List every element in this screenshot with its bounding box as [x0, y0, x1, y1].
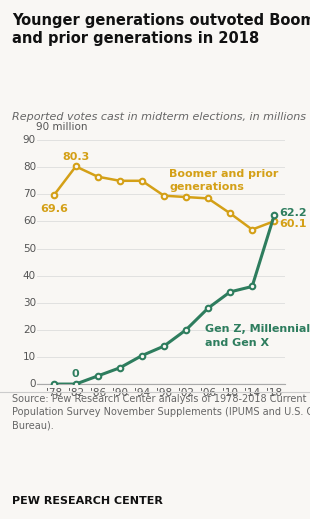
Text: 10: 10	[23, 352, 36, 362]
Text: Source: Pew Research Center analysis of 1978-2018 Current
Population Survey Nove: Source: Pew Research Center analysis of …	[12, 394, 310, 430]
Text: 20: 20	[23, 325, 36, 335]
Text: 70: 70	[23, 189, 36, 199]
Text: Reported votes cast in midterm elections, in millions: Reported votes cast in midterm elections…	[12, 112, 306, 121]
Text: 60.1: 60.1	[280, 218, 307, 228]
Text: 30: 30	[23, 298, 36, 308]
Text: 60: 60	[23, 216, 36, 226]
Text: 0: 0	[72, 368, 80, 379]
Text: 40: 40	[23, 270, 36, 281]
Text: 0: 0	[29, 379, 36, 389]
Text: 62.2: 62.2	[280, 208, 307, 218]
Text: 69.6: 69.6	[40, 204, 68, 214]
Text: PEW RESEARCH CENTER: PEW RESEARCH CENTER	[12, 496, 163, 506]
Text: 90: 90	[23, 135, 36, 145]
Text: Younger generations outvoted Boomer
and prior generations in 2018: Younger generations outvoted Boomer and …	[12, 13, 310, 46]
Text: 50: 50	[23, 243, 36, 254]
Text: 80: 80	[23, 162, 36, 172]
Text: Boomer and prior
generations: Boomer and prior generations	[170, 169, 279, 192]
Text: 80.3: 80.3	[62, 152, 89, 162]
Text: Gen Z, Millennial
and Gen X: Gen Z, Millennial and Gen X	[205, 324, 310, 348]
Text: 90 million: 90 million	[36, 121, 87, 132]
